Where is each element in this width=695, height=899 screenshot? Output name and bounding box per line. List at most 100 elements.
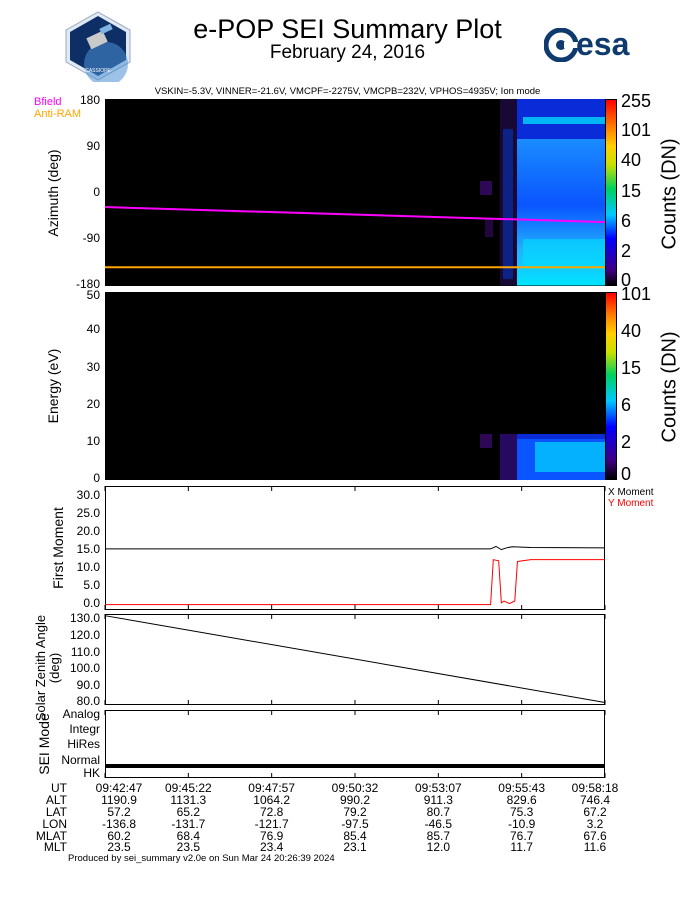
energy-ylabel: Energy (eV) — [45, 348, 61, 424]
energy-ytick: 0 — [93, 471, 100, 485]
sei-mode-label: Normal — [61, 753, 100, 767]
sei-mode-label: Analog — [62, 707, 100, 721]
energy-colorbar-label: Counts (DN) — [658, 331, 681, 443]
eph-cell: 85.7 — [426, 829, 450, 843]
eph-cell: 829.6 — [506, 793, 537, 807]
azimuth-ytick: -180 — [75, 277, 100, 291]
legend-bfield: Bfield — [34, 96, 62, 108]
eph-cell: 23.5 — [107, 840, 131, 854]
azimuth-cbtick: 101 — [621, 120, 652, 140]
azimuth-colorbar-label: Counts (DN) — [658, 138, 681, 250]
eph-cell: -97.5 — [341, 817, 369, 831]
eph-row-label: LON — [42, 817, 67, 831]
first-moment-ytick: 10.0 — [76, 560, 100, 574]
eph-cell: 23.1 — [343, 840, 367, 854]
eph-cell: 09:42:47 — [95, 781, 143, 795]
eph-row-label: MLAT — [35, 829, 67, 843]
eph-cell: 65.2 — [176, 805, 200, 819]
footer-produced-by: Produced by sei_summary v2.0e on Sun Mar… — [68, 853, 335, 864]
eph-cell: 85.4 — [343, 829, 367, 843]
solar-zenith-ytick: 90.0 — [76, 678, 100, 692]
azimuth-cbtick: 15 — [621, 181, 642, 201]
eph-cell: -136.8 — [101, 817, 137, 831]
azimuth-cbtick: 0 — [621, 270, 632, 290]
eph-cell: 76.7 — [509, 829, 534, 843]
eph-cell: 09:53:07 — [414, 781, 462, 795]
eph-cell: 57.2 — [107, 805, 131, 819]
cassiope-logo: CASSIOPE — [62, 10, 134, 82]
azimuth-ytick: 90 — [86, 139, 100, 153]
eph-cell: 80.7 — [426, 805, 450, 819]
eph-cell: 1190.9 — [101, 793, 137, 807]
cassiope-logo-text: CASSIOPE — [85, 68, 111, 74]
azimuth-panel — [105, 99, 605, 286]
eph-cell: 23.4 — [259, 840, 284, 854]
energy-cbtick: 40 — [621, 321, 642, 341]
eph-cell: 76.9 — [259, 829, 284, 843]
eph-cell: 09:58:18 — [571, 781, 619, 795]
eph-cell: 11.6 — [583, 840, 607, 854]
esa-logo: esa — [544, 26, 654, 62]
energy-ytick: 10 — [86, 434, 100, 448]
azimuth-ytick: -90 — [82, 231, 100, 245]
azimuth-colorbar — [605, 99, 617, 286]
eph-cell: 09:50:32 — [331, 781, 379, 795]
solar-zenith-ytick: 80.0 — [76, 694, 100, 708]
first-moment-ytick: 15.0 — [76, 542, 100, 556]
azimuth-ylabel: Azimuth (deg) — [45, 149, 61, 237]
solar-zenith-ytick: 100.0 — [69, 661, 100, 675]
energy-ytick: 40 — [86, 322, 100, 336]
energy-heatmap — [105, 292, 605, 480]
sei-mode-label: Integr — [69, 722, 100, 736]
energy-cbtick: 0 — [621, 464, 632, 484]
eph-cell: -121.7 — [254, 817, 289, 831]
eph-row-label: LAT — [45, 805, 67, 819]
first-moment-ytick: 5.0 — [83, 578, 100, 592]
energy-ytick: 20 — [86, 397, 100, 411]
eph-cell: 67.6 — [583, 829, 607, 843]
eph-cell: 746.4 — [579, 793, 611, 807]
instrument-params: VSKIN=-5.3V, VINNER=-21.6V, VMCPF=-2275V… — [154, 86, 541, 97]
eph-cell: 3.2 — [586, 817, 604, 831]
eph-row-label: ALT — [45, 793, 67, 807]
eph-cell: -10.9 — [507, 817, 536, 831]
solar-zenith-ytick: 120.0 — [69, 628, 100, 642]
solar-zenith-ytick: 110.0 — [70, 645, 100, 659]
eph-row-label: UT — [51, 781, 67, 795]
eph-cell: 12.0 — [426, 840, 450, 854]
first-moment-ytick: 25.0 — [76, 506, 100, 520]
energy-cbtick: 6 — [621, 395, 632, 415]
eph-cell: 09:55:43 — [498, 781, 546, 795]
energy-colorbar — [605, 292, 617, 480]
energy-cbtick: 2 — [621, 432, 632, 452]
solar-zenith-panel — [105, 614, 605, 705]
page-title: e-POP SEI Summary Plot — [193, 14, 502, 44]
azimuth-cbtick: 40 — [621, 150, 642, 170]
sei-mode-ylabel: SEI Mode — [36, 713, 52, 775]
energy-panel — [105, 292, 605, 480]
eph-row-label: MLT — [43, 840, 67, 854]
eph-cell: 09:45:22 — [164, 781, 212, 795]
page-subtitle: February 24, 2016 — [269, 42, 426, 63]
first-moment-ytick: 0.0 — [83, 596, 100, 610]
eph-cell: 72.8 — [259, 805, 284, 819]
esa-logo-text: esa — [576, 26, 630, 62]
eph-cell: 09:47:57 — [248, 781, 296, 795]
azimuth-ytick: 0 — [93, 185, 100, 199]
energy-ytick: 30 — [86, 360, 100, 374]
eph-cell: 1064.2 — [253, 793, 290, 807]
eph-cell: 1131.3 — [170, 793, 207, 807]
eph-cell: 79.2 — [343, 805, 367, 819]
eph-cell: 23.5 — [176, 840, 200, 854]
azimuth-cbtick: 255 — [621, 91, 652, 111]
legend-x-moment: X Moment — [608, 487, 654, 498]
eph-cell: 990.2 — [339, 793, 371, 807]
solar-zenith-ytick: 130.0 — [69, 611, 100, 625]
first-moment-ytick: 30.0 — [76, 488, 100, 502]
eph-cell: -46.5 — [424, 817, 452, 831]
sei-mode-label: HiRes — [67, 737, 100, 751]
eph-cell: 75.3 — [509, 805, 534, 819]
legend-y-moment: Y Moment — [608, 498, 654, 509]
first-moment-panel — [105, 486, 605, 610]
azimuth-cbtick: 6 — [621, 211, 632, 231]
